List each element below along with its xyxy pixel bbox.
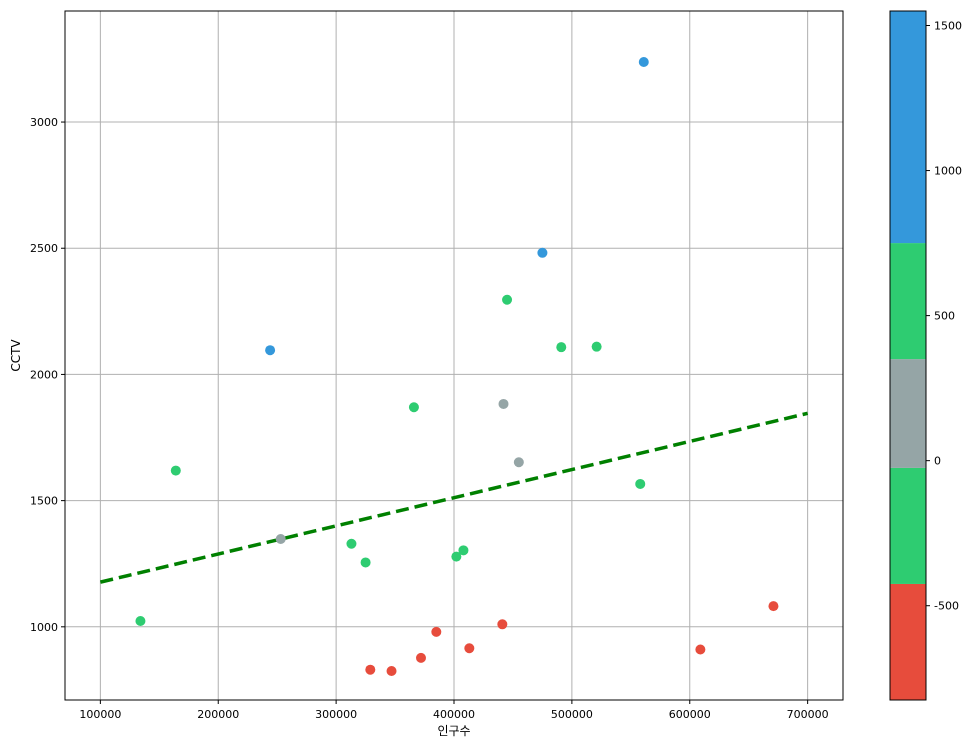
x-tick-label: 700000 (787, 708, 829, 721)
colorbar-band (890, 467, 926, 584)
data-point (502, 294, 513, 305)
data-point (135, 616, 146, 627)
y-tick-label: 1000 (30, 621, 58, 634)
data-point (431, 626, 442, 637)
colorbar-band (890, 11, 926, 244)
colorbar-band (890, 583, 926, 700)
y-tick-label: 2000 (30, 368, 58, 381)
colorbar-tick-label: 1500 (934, 20, 962, 33)
y-tick-label: 3000 (30, 116, 58, 129)
colorbar-tick-label: -500 (934, 600, 959, 613)
x-axis-ticks: 100000 200000 300000 400000 500000 600000 7000… (79, 700, 829, 721)
y-tick-label: 2500 (30, 242, 58, 255)
colorbar-frame (889, 10, 927, 701)
x-tick-label: 500000 (551, 708, 593, 721)
data-point (415, 652, 426, 663)
data-point (537, 247, 548, 258)
data-point (638, 56, 649, 67)
colorbar-band (890, 359, 926, 468)
data-point (695, 644, 706, 655)
colorbar: -500 0 500 1000 1500 (889, 10, 962, 701)
points-layer (135, 56, 779, 676)
data-point (556, 342, 567, 353)
data-point (497, 619, 508, 630)
data-point (635, 478, 646, 489)
x-tick-label: 200000 (197, 708, 239, 721)
y-tick-label: 1500 (30, 495, 58, 508)
data-point (464, 643, 475, 654)
data-point (365, 664, 376, 675)
colorbar-tick-label: 1000 (934, 165, 962, 178)
y-axis-label: CCTV (9, 339, 23, 372)
x-tick-label: 300000 (315, 708, 357, 721)
data-point (346, 538, 357, 549)
data-point (768, 601, 779, 612)
data-point (386, 665, 397, 676)
data-point (360, 557, 371, 568)
data-point (408, 402, 419, 413)
data-point (451, 551, 462, 562)
data-point (265, 345, 276, 356)
x-tick-label: 100000 (79, 708, 121, 721)
data-point (275, 533, 286, 544)
y-axis-ticks: 1000 1500 2000 2500 3000 (30, 116, 65, 634)
data-point (498, 398, 509, 409)
data-point (513, 457, 524, 468)
grid (65, 11, 843, 700)
x-tick-label: 400000 (433, 708, 475, 721)
data-point (591, 341, 602, 352)
colorbar-tick-label: 500 (934, 310, 955, 323)
data-point (170, 465, 181, 476)
colorbar-band (890, 243, 926, 360)
x-tick-label: 600000 (669, 708, 711, 721)
data-point (458, 545, 469, 556)
trend-line-layer (99, 411, 809, 584)
trend-line (99, 411, 809, 584)
colorbar-tick-label: 0 (934, 455, 941, 468)
x-axis-label: 인구수 (437, 724, 470, 738)
